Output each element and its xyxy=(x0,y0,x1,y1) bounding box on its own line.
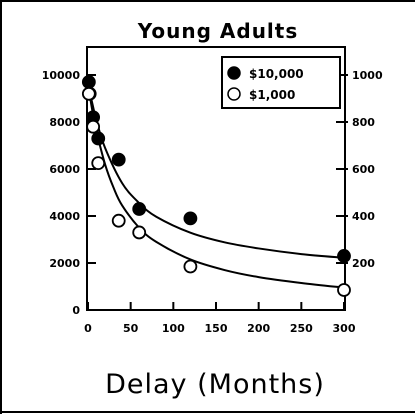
left-y-axis: 0 2000 4000 6000 8000 10000 xyxy=(42,69,96,317)
data-point-filled xyxy=(91,131,106,146)
right-y-tick-label: 1000 xyxy=(352,69,383,82)
data-point-open xyxy=(132,225,147,240)
data-point-filled xyxy=(111,152,126,167)
left-y-tick-label: 6000 xyxy=(49,163,80,176)
left-y-tick-label: 0 xyxy=(72,304,80,317)
data-point-open xyxy=(81,86,96,101)
right-y-tick-label: 400 xyxy=(352,210,375,223)
left-y-tick-label: 8000 xyxy=(49,116,80,129)
right-y-axis: 200 400 600 800 1000 xyxy=(336,69,383,270)
data-point-filled xyxy=(337,249,351,263)
legend-marker-open-circle xyxy=(227,87,241,101)
fit-curve-series-1 xyxy=(87,84,345,289)
right-y-tick-label: 200 xyxy=(352,257,375,270)
data-point-filled xyxy=(183,211,198,226)
x-tick-label: 0 xyxy=(84,322,92,335)
data-point-open xyxy=(91,156,106,171)
x-tick-label: 50 xyxy=(123,322,139,335)
legend-box xyxy=(221,56,341,109)
legend: $10,000 $1,000 xyxy=(221,56,341,109)
x-tick-label: 300 xyxy=(333,322,356,335)
x-tick-label: 200 xyxy=(247,322,270,335)
data-point-open xyxy=(111,213,126,228)
legend-label-10000: $10,000 xyxy=(249,67,304,81)
x-tick-label: 250 xyxy=(290,322,313,335)
x-axis-label: Delay (Months) xyxy=(105,369,325,400)
right-y-tick-label: 600 xyxy=(352,163,375,176)
data-point-filled xyxy=(132,202,147,216)
data-point-filled xyxy=(81,75,96,89)
left-y-tick-label: 10000 xyxy=(42,69,81,82)
x-axis: 0 50 100 150 200 250 300 xyxy=(84,302,356,335)
data-point-open xyxy=(337,283,351,297)
x-tick-label: 150 xyxy=(205,322,228,335)
chart-title: Young Adults xyxy=(137,19,299,43)
x-tick-label: 100 xyxy=(162,322,185,335)
data-point-open xyxy=(183,259,198,274)
fit-curves xyxy=(87,84,345,289)
right-y-tick-label: 800 xyxy=(352,116,375,129)
data-point-open xyxy=(86,119,101,134)
legend-marker-filled-circle xyxy=(227,66,241,80)
legend-label-1000: $1,000 xyxy=(249,88,295,102)
fit-curve-series-0 xyxy=(87,84,345,259)
left-y-tick-label: 4000 xyxy=(49,210,80,223)
left-y-tick-label: 2000 xyxy=(49,257,80,270)
data-points xyxy=(81,75,351,297)
